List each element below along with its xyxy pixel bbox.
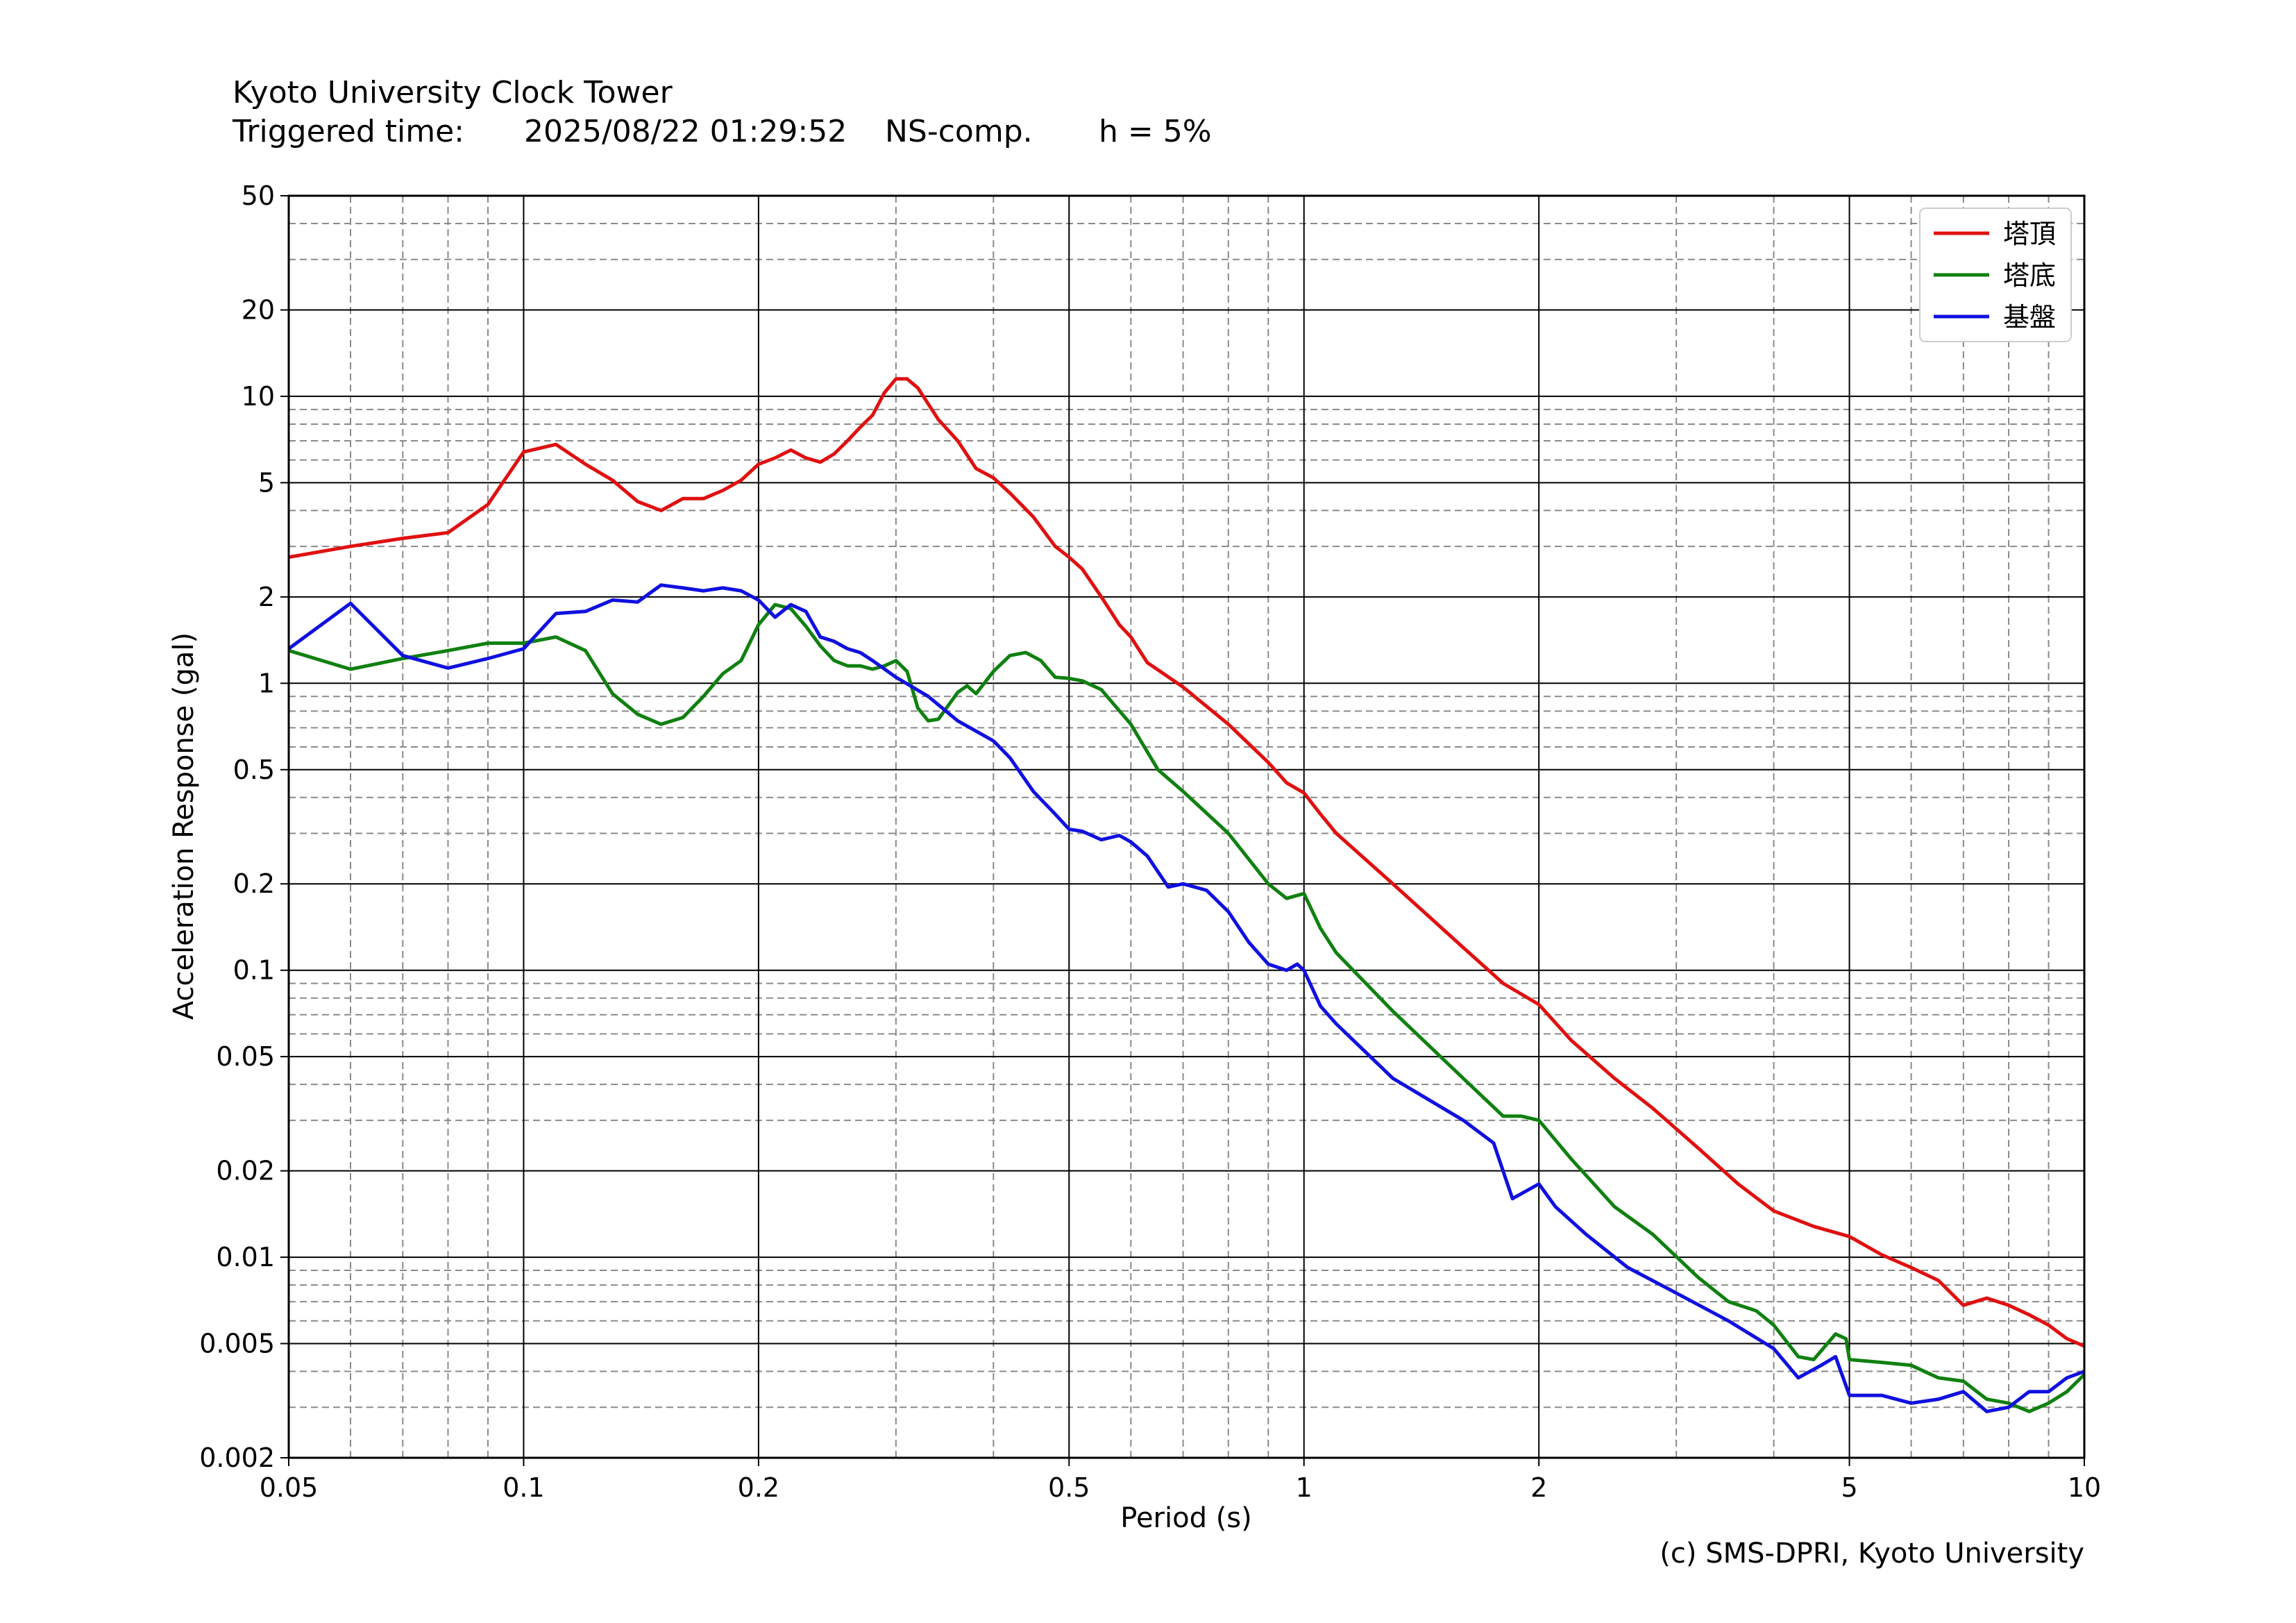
component-label: NS-comp.: [885, 114, 1033, 149]
legend-label-2: 塔底: [2003, 260, 2056, 291]
x-tick-label: 0.1: [503, 1472, 544, 1503]
x-tick-label: 10: [2068, 1472, 2101, 1503]
x-tick-label: 2: [1530, 1472, 1547, 1503]
legend-label-1: 塔頂: [2003, 219, 2056, 249]
y-tick-label: 0.2: [233, 868, 275, 899]
series-line-1: [289, 377, 2084, 1348]
copyright-note: (c) SMS-DPRI, Kyoto University: [1660, 1538, 2084, 1570]
x-axis-label: Period (s): [1120, 1502, 1252, 1534]
x-tick-label: 0.2: [738, 1472, 779, 1503]
plot-frame: [287, 194, 2086, 1459]
x-tick-label: 0.5: [1048, 1472, 1090, 1503]
y-tick-label: 50: [242, 180, 275, 211]
damping-label: h = 5%: [1099, 114, 1212, 149]
y-tick-label: 20: [242, 294, 275, 325]
y-tick-label: 0.5: [233, 755, 275, 785]
triggered-label: Triggered time:: [233, 114, 464, 149]
y-tick-label: 5: [258, 467, 275, 498]
legend-box: [1919, 208, 2072, 342]
y-tick-label: 0.05: [216, 1041, 275, 1072]
y-tick-label: 0.02: [216, 1156, 275, 1186]
x-tick-label: 0.05: [260, 1472, 319, 1503]
series-line-2: [289, 603, 2084, 1413]
x-tick-label: 5: [1841, 1472, 1857, 1503]
x-tick-label: 1: [1296, 1472, 1312, 1503]
series-line-3: [289, 583, 2084, 1413]
series-layer: [289, 377, 2084, 1413]
y-tick-label: 0.1: [233, 955, 275, 986]
triggered-time: 2025/08/22 01:29:52: [524, 114, 847, 149]
minor-grid: [289, 196, 2084, 1458]
y-tick-label: 0.002: [199, 1443, 275, 1473]
y-tick-label: 2: [258, 582, 275, 612]
y-tick-label: 0.01: [216, 1242, 275, 1272]
y-axis-label: Acceleration Response (gal): [168, 632, 200, 1020]
y-tick-label: 0.005: [199, 1329, 275, 1359]
y-tick-label: 10: [242, 381, 275, 412]
legend-label-3: 基盤: [2003, 302, 2056, 333]
station-title: Kyoto University Clock Tower: [233, 75, 673, 110]
ticks-layer: 0.05 0.1 0.2 0.5 1 2 5 10 0.002 0.005 0.01 0.02 0.05…: [199, 180, 2101, 1503]
y-tick-label: 1: [258, 668, 275, 698]
major-grid: [288, 195, 2085, 1458]
